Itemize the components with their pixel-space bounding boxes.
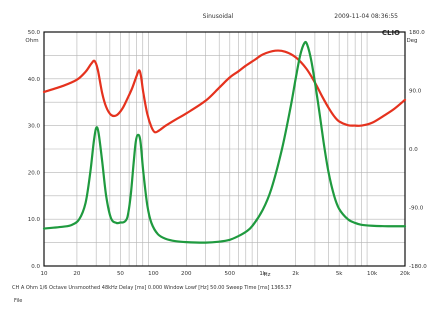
x-tick-label: 10k [367, 271, 378, 277]
right-axis-unit: Deg [406, 38, 417, 44]
x-tick-label: 20 [73, 271, 80, 277]
x-tick-label: 500 [225, 271, 236, 277]
tick-labels-group: 10 20 50 100 200 500 1k 2k 5k 10k 20k 50.0 40.0 30.0 2… [28, 30, 427, 277]
right-y-tick-label: 90.0 [409, 89, 422, 95]
plot-frame [43, 31, 406, 267]
right-y-tick-label: -90.0 [409, 206, 424, 212]
x-tick-label: 2k [292, 271, 299, 277]
right-y-tick-label: 180.0 [409, 30, 425, 36]
left-y-tick-label: 40.0 [28, 77, 41, 83]
x-tick-label: 10 [41, 271, 48, 277]
left-y-tick-label: 10.0 [28, 217, 41, 223]
status-line: CH A Ohm 1/6 Octave Unsmoothed 48kHz Del… [12, 285, 292, 291]
x-tick-label: 200 [181, 271, 192, 277]
x-tick-label: 50 [117, 271, 124, 277]
x-tick-label: 5k [336, 271, 343, 277]
left-y-tick-label: 20.0 [28, 170, 41, 176]
grid-group [44, 32, 406, 266]
brand-label: CLIO [382, 29, 400, 37]
right-y-tick-label: -180.0 [409, 264, 427, 270]
chart-title: Sinusoidal [203, 13, 234, 20]
file-label: File [14, 298, 22, 304]
left-y-tick-label: 0.0 [31, 264, 40, 270]
x-tick-label: 100 [148, 271, 159, 277]
left-y-tick-label: 30.0 [28, 124, 41, 130]
right-y-tick-label: 0.0 [409, 147, 418, 153]
left-y-tick-label: 50.0 [28, 30, 41, 36]
x-tick-label: 20k [400, 271, 411, 277]
series-line-green [42, 40, 407, 244]
x-axis-unit: Hz [263, 272, 270, 278]
series-line-red [42, 49, 407, 134]
chart-timestamp: 2009-11-04 08:36:55 [334, 13, 398, 20]
x-tick-label: 1k [259, 271, 266, 277]
left-axis-unit: Ohm [25, 38, 38, 44]
